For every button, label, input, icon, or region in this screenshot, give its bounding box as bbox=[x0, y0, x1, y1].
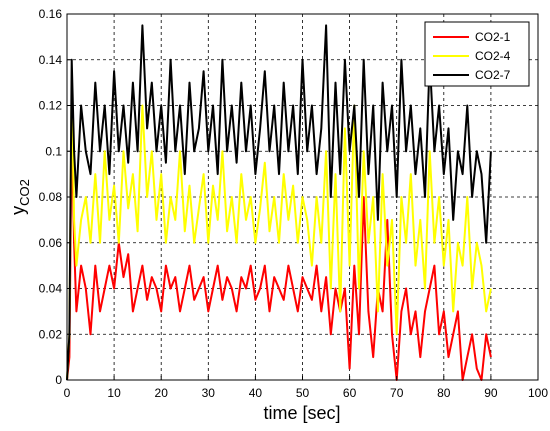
x-tick-label: 10 bbox=[107, 386, 121, 400]
y-tick-label: 0.04 bbox=[39, 282, 63, 296]
x-tick-label: 30 bbox=[202, 386, 216, 400]
series-line-co2-4 bbox=[66, 81, 492, 381]
x-tick-label: 0 bbox=[64, 386, 71, 400]
x-tick-label: 70 bbox=[390, 386, 404, 400]
x-tick-label: 80 bbox=[437, 386, 451, 400]
x-tick-label: 100 bbox=[528, 386, 548, 400]
x-axis-label: time [sec] bbox=[263, 403, 340, 423]
y-tick-label: 0.08 bbox=[39, 190, 63, 204]
ticks: 0 10 20 30 40 50 60 70 80 90 100 0 0.02 0.04 0.06 0.08 0… bbox=[39, 7, 549, 400]
y-tick-label: 0.06 bbox=[39, 236, 63, 250]
legend-label-co2-1: CO2-1 bbox=[475, 30, 511, 44]
legend: CO2-1 CO2-4 CO2-7 bbox=[424, 21, 530, 87]
y-tick-label: 0.16 bbox=[39, 7, 63, 21]
x-tick-label: 40 bbox=[249, 386, 263, 400]
series-line-co2-7 bbox=[66, 24, 492, 381]
y-axis-label: yCO2 bbox=[8, 179, 32, 215]
legend-label-co2-4: CO2-4 bbox=[475, 49, 511, 63]
y-tick-label: 0.1 bbox=[45, 144, 62, 158]
y-tick-label: 0 bbox=[55, 373, 62, 387]
y-axis-label-subscript: CO2 bbox=[17, 179, 32, 206]
series-line-co2-1 bbox=[66, 127, 492, 381]
y-tick-label: 0.12 bbox=[39, 99, 63, 113]
x-tick-label: 90 bbox=[484, 386, 498, 400]
series-layer bbox=[66, 24, 492, 381]
x-tick-label: 20 bbox=[155, 386, 169, 400]
x-tick-label: 50 bbox=[296, 386, 310, 400]
x-tick-label: 60 bbox=[343, 386, 357, 400]
y-tick-label: 0.02 bbox=[39, 327, 63, 341]
y-tick-label: 0.14 bbox=[39, 53, 63, 67]
y-axis-label-main: y bbox=[8, 206, 28, 215]
legend-label-co2-7: CO2-7 bbox=[475, 68, 511, 82]
